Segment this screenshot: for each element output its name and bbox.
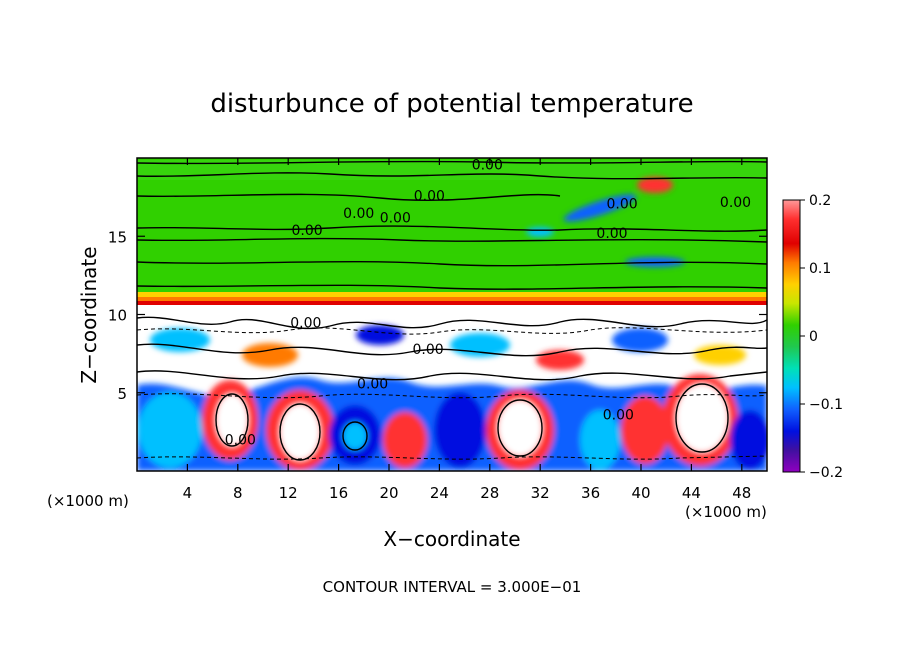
- colorbar-tick-label: −0.2: [809, 465, 843, 481]
- colorbar-gradient: [782, 199, 801, 473]
- x-tick-label: 8: [233, 484, 243, 502]
- x-unit-label-left: (×1000 m): [47, 492, 129, 510]
- x-axis-label: X−coordinate: [383, 527, 520, 551]
- contour-label: 0.00: [225, 433, 256, 449]
- contour-label: 0.00: [603, 408, 634, 424]
- y-tick-label: 15: [108, 228, 127, 246]
- colorbar-tick-label: 0: [809, 329, 818, 345]
- contour-label: 0.00: [472, 157, 503, 173]
- contour-label: 0.00: [290, 315, 321, 331]
- contour-labels: 0.000.00 0.00 0.000.00 0.000.00 0.000.000.00…: [225, 157, 751, 448]
- contour-label: 0.00: [343, 206, 374, 222]
- x-tick-label: 4: [183, 484, 193, 502]
- contour-label: 0.00: [414, 189, 445, 205]
- contour-interval-note: CONTOUR INTERVAL = 3.000E−01: [323, 578, 582, 596]
- contour-label: 0.00: [607, 196, 638, 212]
- contour-label: 0.00: [292, 223, 323, 239]
- x-tick-label: 16: [329, 484, 348, 502]
- y-tick-label: 5: [117, 385, 127, 403]
- x-tick-label: 32: [531, 484, 550, 502]
- x-tick-label: 40: [631, 484, 650, 502]
- contour-label: 0.00: [596, 226, 627, 242]
- heatmap-field: [137, 158, 767, 471]
- y-axis-ticks: 5 10 15: [108, 228, 767, 403]
- contour-label: 0.00: [380, 210, 411, 226]
- x-tick-label: 12: [279, 484, 298, 502]
- contour-label: 0.00: [720, 195, 751, 211]
- colorbar-ticks: 0.2 0.1 0 −0.1 −0.2: [800, 193, 843, 481]
- x-tick-label: 44: [682, 484, 701, 502]
- x-axis-ticks: 4 8 12 16 20 24 28 32 36 40 44 48: [183, 158, 751, 502]
- y-tick-label: 10: [108, 307, 127, 325]
- y-axis-label: Z−coordinate: [77, 246, 101, 383]
- x-tick-label: 20: [379, 484, 398, 502]
- colorbar-tick-label: 0.2: [809, 193, 831, 209]
- chart-title: disturbunce of potential temperature: [210, 89, 693, 119]
- colorbar-tick-label: −0.1: [809, 397, 843, 413]
- contour-label: 0.00: [357, 376, 388, 392]
- x-tick-label: 24: [430, 484, 449, 502]
- x-tick-label: 36: [581, 484, 600, 502]
- x-unit-label-right: (×1000 m): [685, 503, 767, 521]
- x-tick-label: 28: [480, 484, 499, 502]
- x-tick-label: 48: [732, 484, 751, 502]
- colorbar: 0.2 0.1 0 −0.1 −0.2: [782, 193, 843, 481]
- colorbar-tick-label: 0.1: [809, 261, 831, 277]
- contour-label: 0.00: [412, 342, 443, 358]
